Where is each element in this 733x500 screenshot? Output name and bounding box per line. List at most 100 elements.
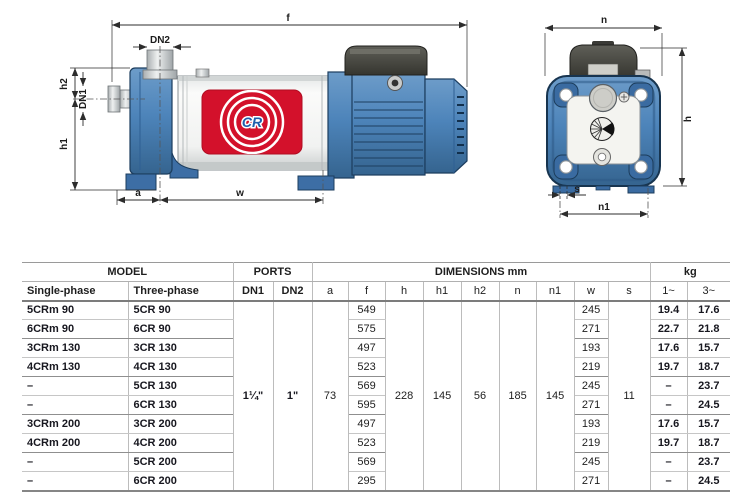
- dim-label-h1: h1: [59, 138, 70, 150]
- cell-single-phase: –: [22, 376, 129, 396]
- cell-w: 245: [573, 376, 609, 396]
- cell-kg1: –: [649, 395, 688, 415]
- specification-table: MODEL PORTS DIMENSIONS mm kg Single-phas…: [22, 262, 731, 492]
- table-group-header-row: MODEL PORTS DIMENSIONS mm kg: [22, 262, 731, 282]
- dim-label-s: s: [574, 184, 580, 195]
- fan-cover: [424, 78, 468, 174]
- pump-side-view-drawing: CR: [59, 13, 468, 205]
- col-header-single-phase: Single-phase: [22, 281, 129, 302]
- table-row: – 6CR 200 295 271 – 24.5: [22, 471, 731, 491]
- cell-w: 245: [573, 452, 609, 472]
- motor-bracket: [297, 71, 355, 191]
- cell-single-phase: 4CRm 200: [22, 433, 129, 453]
- cell-w: 219: [573, 357, 609, 377]
- col-header-a: a: [311, 281, 349, 302]
- vent-plug: [195, 68, 210, 78]
- cell-single-phase: –: [22, 452, 129, 472]
- cell-single-phase: 4CRm 130: [22, 357, 129, 377]
- cell-three-phase: 5CR 90: [127, 300, 234, 320]
- col-header-dn2: DN2: [272, 281, 313, 302]
- cell-w: 245: [573, 300, 609, 320]
- cell-kg1: –: [649, 376, 688, 396]
- cell-kg1: 22.7: [649, 319, 688, 339]
- cell-s-shared: 11: [607, 300, 651, 491]
- dim-label-h2: h2: [59, 78, 70, 90]
- col-header-kg1: 1~: [649, 281, 688, 302]
- col-header-kg3: 3~: [686, 281, 731, 302]
- cell-f: 497: [347, 338, 386, 358]
- cr-logo: CR: [201, 89, 303, 155]
- cell-kg1: 19.7: [649, 433, 688, 453]
- table-row: 3CRm 130 3CR 130 497 193 17.6 15.7: [22, 338, 731, 358]
- pump-head: [125, 67, 199, 191]
- dim-label-dn1: DN1: [78, 89, 89, 109]
- group-header-dimensions: DIMENSIONS mm: [311, 262, 651, 282]
- cell-kg3: 18.7: [686, 357, 731, 377]
- col-header-h2: h2: [460, 281, 500, 302]
- cell-f: 523: [347, 433, 386, 453]
- cell-kg1: 17.6: [649, 414, 688, 434]
- motor-body: [351, 72, 426, 176]
- cell-single-phase: 3CRm 130: [22, 338, 129, 358]
- cell-a-shared: 73: [311, 300, 349, 491]
- dim-label-n1: n1: [598, 202, 610, 213]
- terminal-box-front: [569, 41, 651, 80]
- rear-foot: [297, 175, 335, 191]
- cell-w: 271: [573, 471, 609, 491]
- cell-three-phase: 6CR 200: [127, 471, 234, 491]
- col-header-n1: n1: [535, 281, 575, 302]
- table-column-header-row: Single-phase Three-phase DN1 DN2 a f h h…: [22, 281, 731, 302]
- cell-n1-shared: 145: [535, 300, 575, 491]
- cell-kg3: 24.5: [686, 471, 731, 491]
- cell-kg3: 24.5: [686, 395, 731, 415]
- shaft-fan-window: [590, 117, 615, 141]
- dim-label-a: a: [135, 188, 141, 199]
- table-row: – 5CR 130 569 245 – 23.7: [22, 376, 731, 396]
- cell-kg3: 23.7: [686, 376, 731, 396]
- group-header-kg: kg: [649, 262, 731, 282]
- cell-kg3: 21.8: [686, 319, 731, 339]
- col-header-s: s: [607, 281, 651, 302]
- cell-three-phase: 3CR 200: [127, 414, 234, 434]
- table-row: – 6CR 130 595 271 – 24.5: [22, 395, 731, 415]
- cell-f: 575: [347, 319, 386, 339]
- cell-h1-shared: 145: [422, 300, 462, 491]
- cell-w: 219: [573, 433, 609, 453]
- cell-h-shared: 228: [384, 300, 424, 491]
- col-header-f: f: [347, 281, 386, 302]
- dim-label-dn2: DN2: [150, 35, 170, 46]
- motor-flange: [546, 75, 661, 194]
- cell-w: 271: [573, 395, 609, 415]
- col-header-n: n: [498, 281, 537, 302]
- cell-kg1: –: [649, 471, 688, 491]
- bolt-bosses: [553, 82, 654, 180]
- drain-hole: [593, 148, 611, 166]
- table-row: 3CRm 200 3CR 200 497 193 17.6 15.7: [22, 414, 731, 434]
- cell-single-phase: –: [22, 395, 129, 415]
- cell-single-phase: 6CRm 90: [22, 319, 129, 339]
- feet-front: [552, 185, 655, 194]
- cell-single-phase: –: [22, 471, 129, 491]
- cell-three-phase: 4CR 130: [127, 357, 234, 377]
- col-header-h: h: [384, 281, 424, 302]
- cell-kg3: 23.7: [686, 452, 731, 472]
- cell-single-phase: 5CRm 90: [22, 300, 129, 320]
- cell-h2-shared: 56: [460, 300, 500, 491]
- cell-kg1: 19.4: [649, 300, 688, 320]
- cell-kg3: 17.6: [686, 300, 731, 320]
- screw: [618, 91, 630, 103]
- cell-f: 569: [347, 376, 386, 396]
- cell-f: 523: [347, 357, 386, 377]
- dim-label-n: n: [601, 15, 607, 26]
- cell-f: 497: [347, 414, 386, 434]
- col-header-w: w: [573, 281, 609, 302]
- cell-kg3: 15.7: [686, 414, 731, 434]
- table-row: 5CRm 90 5CR 90 1¼" 1" 73 549 228 145 56 …: [22, 300, 731, 491]
- cell-kg1: 17.6: [649, 338, 688, 358]
- cell-w: 193: [573, 414, 609, 434]
- group-header-model: MODEL: [22, 262, 234, 282]
- col-header-dn1: DN1: [232, 281, 274, 302]
- col-header-three-phase: Three-phase: [127, 281, 234, 302]
- cell-w: 193: [573, 338, 609, 358]
